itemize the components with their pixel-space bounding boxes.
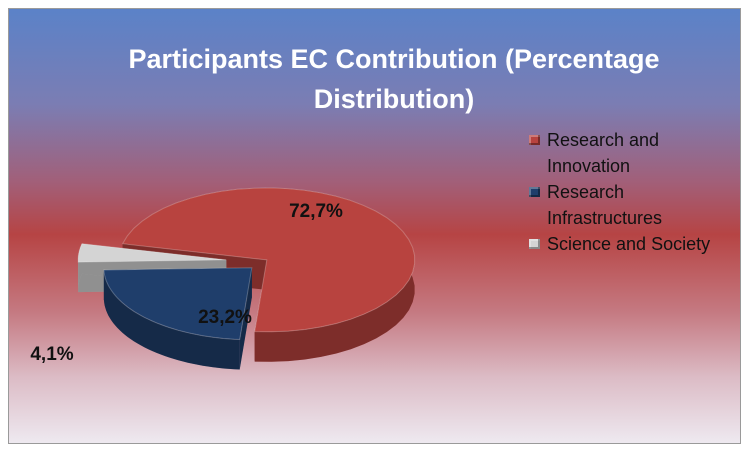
- chart-area: Participants EC Contribution (Percentage…: [8, 8, 741, 444]
- slice: [121, 187, 416, 333]
- slice: [77, 243, 227, 263]
- legend: Research and Innovation Research Infrastr…: [523, 127, 723, 257]
- legend-entry: Research and Innovation: [523, 127, 723, 179]
- legend-swatch: [529, 135, 540, 145]
- legend-swatch: [529, 187, 540, 197]
- legend-swatch: [529, 239, 540, 249]
- slice-side-shade: [103, 270, 240, 370]
- chart-title: Participants EC Contribution (Percentage…: [128, 44, 660, 114]
- legend-entry: Science and Society: [523, 231, 723, 257]
- data-label: 72,7%: [289, 201, 343, 222]
- legend-label: Research Infrastructures: [547, 182, 663, 228]
- legend-entry: Research Infrastructures: [523, 179, 723, 231]
- data-label: 23,2%: [198, 307, 252, 328]
- legend-label: Science and Society: [547, 234, 711, 254]
- slice: [103, 267, 253, 341]
- legend-label: Research and Innovation: [547, 130, 660, 176]
- data-label: 4,1%: [30, 344, 73, 365]
- slice-side: [103, 270, 240, 370]
